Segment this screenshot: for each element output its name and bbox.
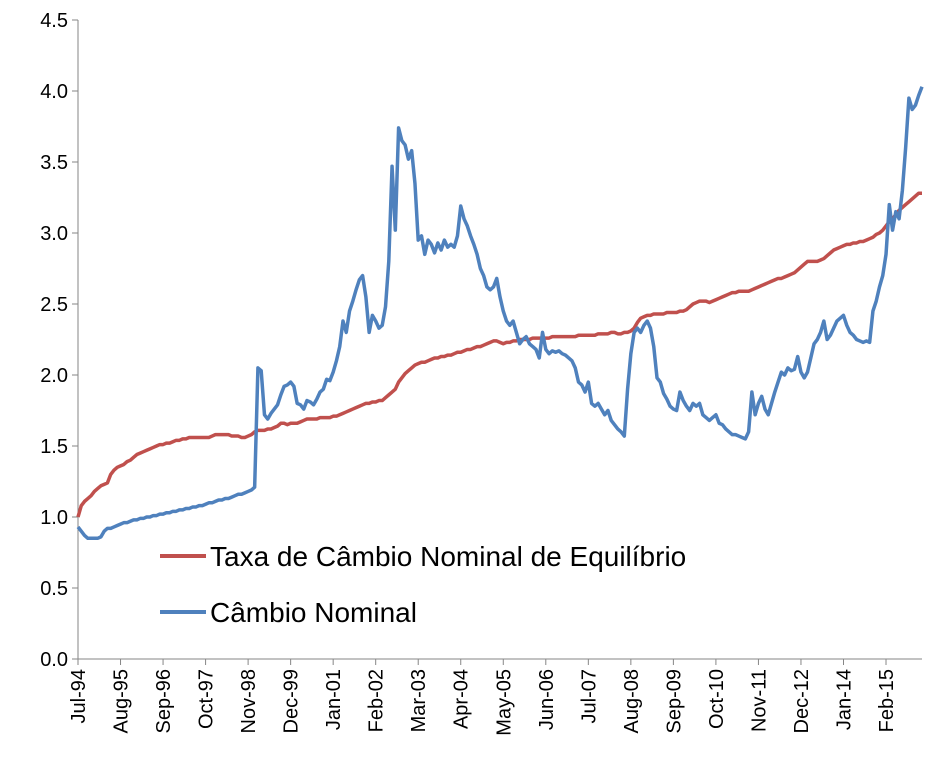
x-tick-label: Dec-12 bbox=[791, 669, 813, 733]
y-tick-label: 4.0 bbox=[40, 81, 68, 103]
data-line bbox=[76, 191, 922, 518]
data-line bbox=[76, 86, 924, 541]
y-tick-label: 3.5 bbox=[40, 152, 68, 174]
x-tick-label: Feb-15 bbox=[876, 669, 898, 732]
y-tick-label: 2.0 bbox=[40, 365, 68, 387]
y-tick-label: 4.5 bbox=[40, 10, 68, 32]
x-tick-label: Oct-97 bbox=[196, 669, 218, 729]
x-tick-label: Sep-09 bbox=[663, 669, 685, 734]
x-tick-label: Jul-07 bbox=[578, 669, 600, 723]
x-tick-label: Aug-08 bbox=[621, 669, 643, 734]
x-tick-label: May-05 bbox=[493, 669, 515, 736]
x-tick-label: Mar-03 bbox=[408, 669, 430, 732]
legend-label: Taxa de Câmbio Nominal de Equilíbrio bbox=[210, 541, 686, 572]
y-tick-label: 1.5 bbox=[40, 436, 68, 458]
x-tick-label: Nov-98 bbox=[238, 669, 260, 733]
x-tick-label: Dec-99 bbox=[281, 669, 303, 733]
y-tick-label: 3.0 bbox=[40, 223, 68, 245]
x-tick-label: Feb-02 bbox=[366, 669, 388, 732]
y-tick-label: 0.5 bbox=[40, 578, 68, 600]
x-tick-label: Nov-11 bbox=[748, 669, 770, 732]
x-tick-label: Sep-96 bbox=[153, 669, 175, 734]
y-tick-label: 1.0 bbox=[40, 507, 68, 529]
x-tick-label: Aug-95 bbox=[111, 669, 133, 734]
y-tick-label: 2.5 bbox=[40, 294, 68, 316]
x-tick-label: Jun-06 bbox=[536, 669, 558, 730]
x-tick-label: Jan-01 bbox=[323, 669, 345, 730]
y-tick-label: 0.0 bbox=[40, 649, 68, 671]
x-tick-label: Jul-94 bbox=[68, 669, 90, 723]
x-tick-label: Oct-10 bbox=[706, 669, 728, 729]
x-tick-label: Jan-14 bbox=[833, 669, 855, 730]
legend-label: Câmbio Nominal bbox=[210, 597, 417, 628]
x-tick-label: Apr-04 bbox=[451, 669, 473, 729]
